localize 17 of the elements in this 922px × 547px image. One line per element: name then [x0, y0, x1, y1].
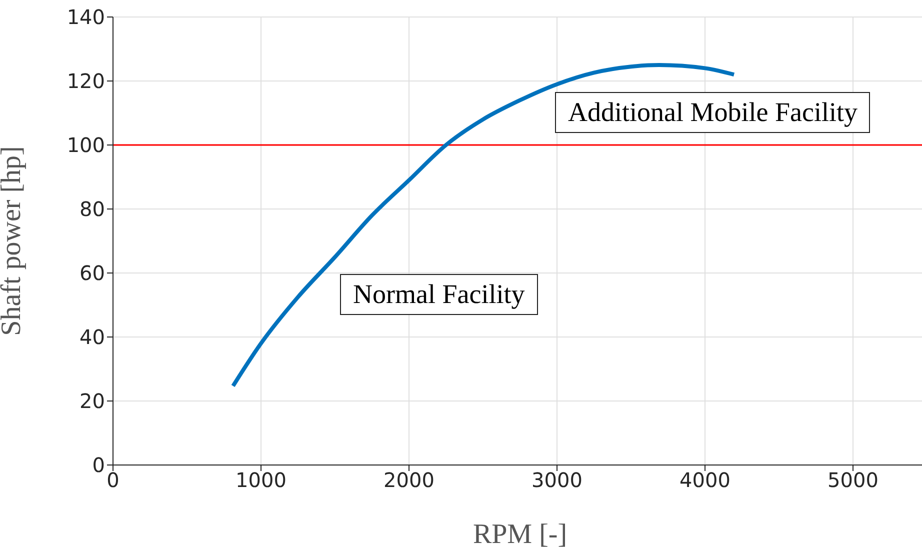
y-tick-label: 100: [66, 133, 105, 158]
y-tick-label: 120: [66, 69, 105, 94]
y-tick-label: 80: [80, 197, 105, 222]
x-axis-title: RPM [-]: [472, 519, 568, 547]
y-tick-label: 140: [66, 5, 105, 30]
y-tick-label: 60: [80, 261, 105, 286]
y-tick-label: 40: [80, 325, 105, 350]
x-tick-label: 3000: [532, 468, 582, 492]
x-tick-label: 2000: [384, 468, 434, 492]
y-axis-title: Shaft power [hp]: [0, 146, 27, 336]
y-tick-label: 20: [80, 389, 105, 414]
x-tick-label: 1000: [236, 468, 286, 492]
y-tick-label: 0: [92, 453, 105, 478]
x-tick-label: 4000: [680, 468, 730, 492]
x-tick-label: 5000: [828, 468, 878, 492]
annotation: Normal Facility: [340, 274, 538, 315]
annotation: Additional Mobile Facility: [555, 92, 870, 133]
